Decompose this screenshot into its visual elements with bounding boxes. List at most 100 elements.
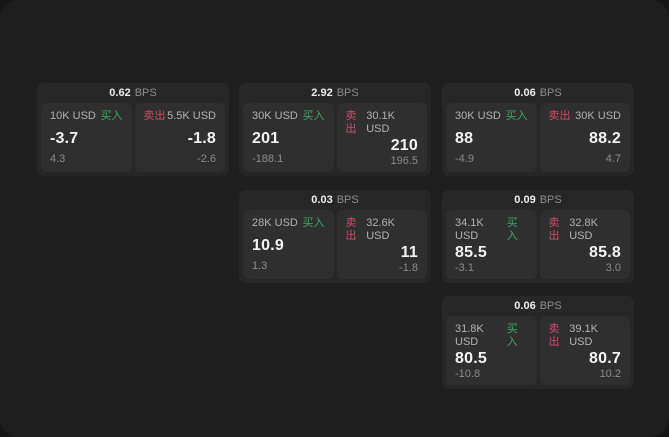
sell-side-label: 卖出 <box>548 217 560 242</box>
bps-unit: BPS <box>134 87 157 99</box>
buy-tile[interactable]: 31.8K USD 买入 80.5 -10.8 <box>446 316 537 385</box>
buy-tile-top: 28K USD 买入 <box>252 217 325 230</box>
bps-header: 0.09 BPS <box>442 190 634 210</box>
sell-amount: 32.6K USD <box>366 217 395 242</box>
buy-change: -3.1 <box>455 262 474 274</box>
quote-card: 0.06 BPS 31.8K USD 买入 80.5 -10.8 卖出 39.1… <box>442 296 634 389</box>
bps-unit: BPS <box>336 194 359 206</box>
buy-change: -10.8 <box>455 368 481 380</box>
sell-change: 10.2 <box>599 368 621 380</box>
sell-change: -2.6 <box>197 153 216 165</box>
sell-tile-top: 卖出 32.8K USD <box>549 217 622 243</box>
bps-header: 0.06 BPS <box>442 296 634 316</box>
sell-tile[interactable]: 卖出 5.5K USD -1.8 -2.6 <box>134 103 225 172</box>
bps-value: 0.09 <box>514 194 536 206</box>
bps-value: 0.06 <box>514 300 536 312</box>
sell-tile-top: 卖出 30K USD <box>549 110 622 123</box>
quote-card-body: 30K USD 买入 88 -4.9 卖出 30K USD 88.2 4.7 <box>442 103 634 176</box>
quote-card-body: 30K USD 买入 201 -188.1 卖出 30.1K USD 210 1… <box>239 103 431 176</box>
bps-header: 2.92 BPS <box>239 83 431 103</box>
sell-price: 11 <box>400 244 418 261</box>
quote-card-body: 31.8K USD 买入 80.5 -10.8 卖出 39.1K USD 80.… <box>442 316 634 389</box>
buy-amount: 34.1K USD <box>455 217 484 242</box>
bps-header: 0.03 BPS <box>239 190 431 210</box>
sell-amount: 5.5K USD <box>167 110 216 122</box>
quote-card: 0.62 BPS 10K USD 买入 -3.7 4.3 卖出 5.5K USD… <box>37 83 229 176</box>
buy-side-label: 买入 <box>506 217 518 242</box>
sell-tile[interactable]: 卖出 30K USD 88.2 4.7 <box>539 103 630 172</box>
sell-side-label: 卖出 <box>548 323 560 348</box>
sell-price: 88.2 <box>589 129 621 147</box>
buy-tile-top: 31.8K USD 买入 <box>455 323 528 349</box>
bps-value: 0.62 <box>109 87 131 99</box>
bps-value: 2.92 <box>311 87 333 99</box>
sell-side-label: 卖出 <box>143 110 166 122</box>
sell-tile[interactable]: 卖出 32.8K USD 85.8 3.0 <box>539 210 630 279</box>
sell-tile[interactable]: 卖出 32.6K USD 11 -1.8 <box>336 210 427 279</box>
bps-header: 0.62 BPS <box>37 83 229 103</box>
sell-tile[interactable]: 卖出 30.1K USD 210 196.5 <box>336 103 427 172</box>
bps-unit: BPS <box>539 87 562 99</box>
sell-amount: 30K USD <box>575 110 621 122</box>
buy-price: 80.5 <box>455 350 487 367</box>
quote-card: 0.03 BPS 28K USD 买入 10.9 1.3 卖出 32.6K US… <box>239 190 431 283</box>
buy-tile[interactable]: 30K USD 买入 88 -4.9 <box>446 103 537 172</box>
buy-change: 1.3 <box>252 260 268 272</box>
buy-tile-top: 30K USD 买入 <box>455 110 528 123</box>
buy-change: -4.9 <box>455 153 474 165</box>
sell-side-label: 卖出 <box>345 110 357 135</box>
buy-side-label: 买入 <box>100 110 123 122</box>
buy-tile-top: 34.1K USD 买入 <box>455 217 528 243</box>
buy-amount: 10K USD <box>50 110 96 122</box>
sell-change: 196.5 <box>390 155 418 167</box>
quote-card: 0.06 BPS 30K USD 买入 88 -4.9 卖出 30K USD 8… <box>442 83 634 176</box>
buy-amount: 28K USD <box>252 217 298 229</box>
buy-change: 4.3 <box>50 153 66 165</box>
buy-tile-top: 10K USD 买入 <box>50 110 123 123</box>
buy-tile[interactable]: 10K USD 买入 -3.7 4.3 <box>41 103 132 172</box>
buy-price: 201 <box>252 129 280 147</box>
buy-amount: 31.8K USD <box>455 323 484 348</box>
bps-unit: BPS <box>539 194 562 206</box>
sell-amount: 32.8K USD <box>569 217 598 242</box>
sell-side-label: 卖出 <box>345 217 357 242</box>
sell-amount: 30.1K USD <box>366 110 395 135</box>
bps-value: 0.03 <box>311 194 333 206</box>
buy-price: 88 <box>455 129 474 147</box>
sell-change: 4.7 <box>605 153 621 165</box>
bps-header: 0.06 BPS <box>442 83 634 103</box>
bps-unit: BPS <box>336 87 359 99</box>
sell-change: -1.8 <box>399 262 418 274</box>
buy-amount: 30K USD <box>455 110 501 122</box>
buy-price: 85.5 <box>455 244 487 261</box>
sell-price: 80.7 <box>589 350 621 367</box>
sell-tile-top: 卖出 30.1K USD <box>346 110 419 136</box>
sell-side-label: 卖出 <box>548 110 571 122</box>
buy-price: -3.7 <box>50 129 79 147</box>
buy-side-label: 买入 <box>302 110 325 122</box>
sell-change: 3.0 <box>605 262 621 274</box>
sell-tile-top: 卖出 39.1K USD <box>549 323 622 349</box>
bps-value: 0.06 <box>514 87 536 99</box>
buy-change: -188.1 <box>252 153 284 165</box>
sell-amount: 39.1K USD <box>569 323 598 348</box>
buy-tile[interactable]: 28K USD 买入 10.9 1.3 <box>243 210 334 279</box>
quote-card: 0.09 BPS 34.1K USD 买入 85.5 -3.1 卖出 32.8K… <box>442 190 634 283</box>
buy-side-label: 买入 <box>505 110 528 122</box>
buy-tile-top: 30K USD 买入 <box>252 110 325 123</box>
bps-unit: BPS <box>539 300 562 312</box>
sell-tile[interactable]: 卖出 39.1K USD 80.7 10.2 <box>539 316 630 385</box>
quote-card-body: 28K USD 买入 10.9 1.3 卖出 32.6K USD 11 -1.8 <box>239 210 431 283</box>
sell-price: 85.8 <box>589 244 621 261</box>
buy-side-label: 买入 <box>506 323 518 348</box>
sell-tile-top: 卖出 5.5K USD <box>144 110 217 123</box>
quote-card: 2.92 BPS 30K USD 买入 201 -188.1 卖出 30.1K … <box>239 83 431 176</box>
buy-tile[interactable]: 34.1K USD 买入 85.5 -3.1 <box>446 210 537 279</box>
sell-price: -1.8 <box>187 129 216 147</box>
buy-price: 10.9 <box>252 236 284 254</box>
buy-tile[interactable]: 30K USD 买入 201 -188.1 <box>243 103 334 172</box>
sell-price: 210 <box>390 137 418 154</box>
sell-tile-top: 卖出 32.6K USD <box>346 217 419 243</box>
quote-card-body: 34.1K USD 买入 85.5 -3.1 卖出 32.8K USD 85.8… <box>442 210 634 283</box>
buy-amount: 30K USD <box>252 110 298 122</box>
